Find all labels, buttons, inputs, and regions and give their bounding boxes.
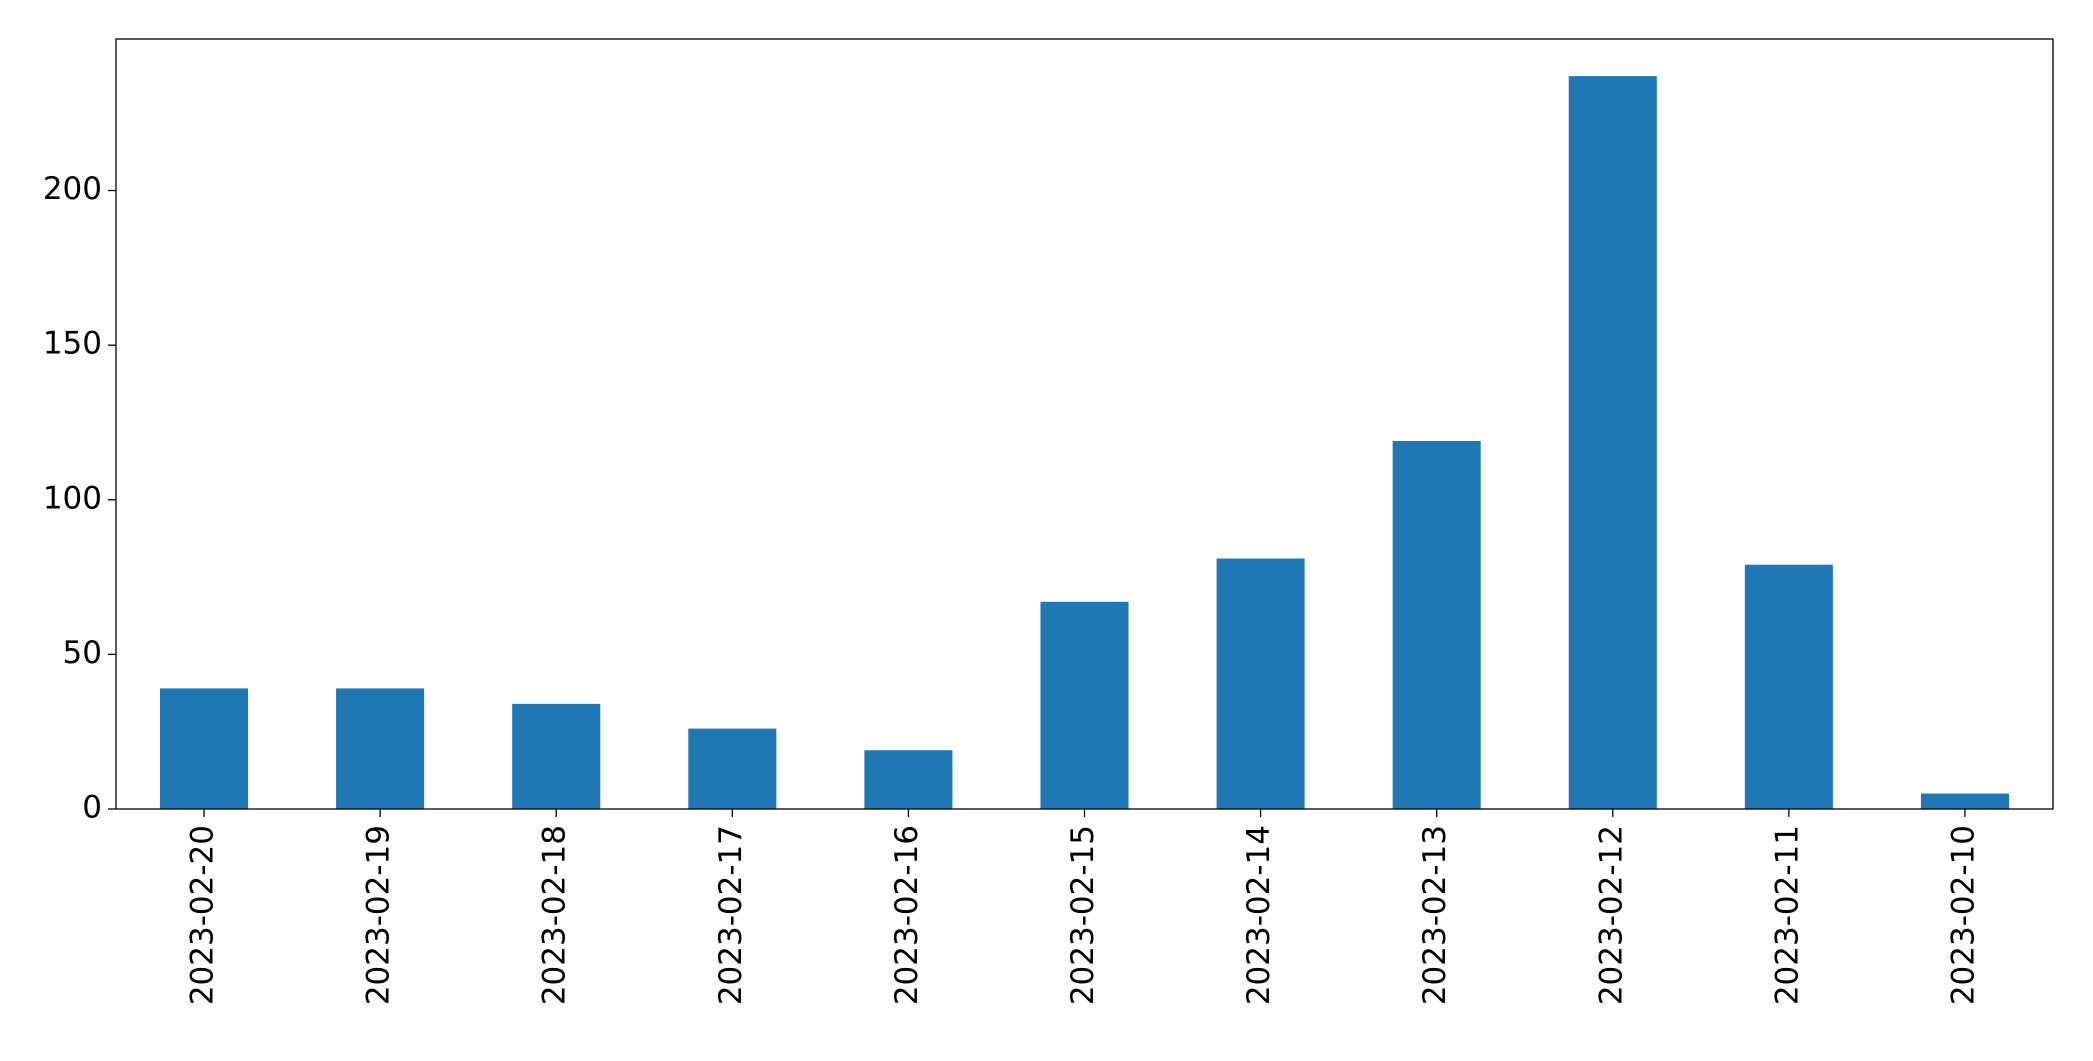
x-tick-label: 2023-02-14 [1241, 825, 1277, 1005]
x-tick-label: 2023-02-20 [185, 825, 221, 1005]
bar [1568, 76, 1657, 809]
x-tick-label: 2023-02-18 [537, 825, 573, 1005]
x-tick-label: 2023-02-16 [889, 825, 925, 1005]
plot-frame [115, 38, 2054, 810]
y-tick-label: 200 [43, 171, 102, 207]
bar [1392, 441, 1481, 809]
x-tick-label: 2023-02-12 [1593, 825, 1629, 1005]
x-tick-label: 2023-02-19 [361, 825, 397, 1005]
bar [1040, 601, 1129, 809]
bar [160, 688, 249, 809]
y-tick-label: 50 [63, 635, 102, 671]
bar [1920, 793, 2009, 809]
x-tick-label: 2023-02-13 [1417, 825, 1453, 1005]
y-tick-label: 0 [82, 790, 102, 826]
x-tick-label: 2023-02-15 [1065, 825, 1101, 1005]
bar [1216, 558, 1305, 809]
bar [336, 688, 425, 809]
bar [1744, 564, 1833, 809]
x-tick-label: 2023-02-17 [713, 825, 749, 1005]
bar [688, 728, 777, 809]
x-tick-label: 2023-02-10 [1945, 825, 1981, 1005]
y-tick-label: 100 [43, 480, 102, 516]
y-tick-label: 150 [43, 326, 102, 362]
bar [864, 750, 953, 809]
bar [512, 703, 601, 809]
x-tick-label: 2023-02-11 [1769, 825, 1805, 1005]
